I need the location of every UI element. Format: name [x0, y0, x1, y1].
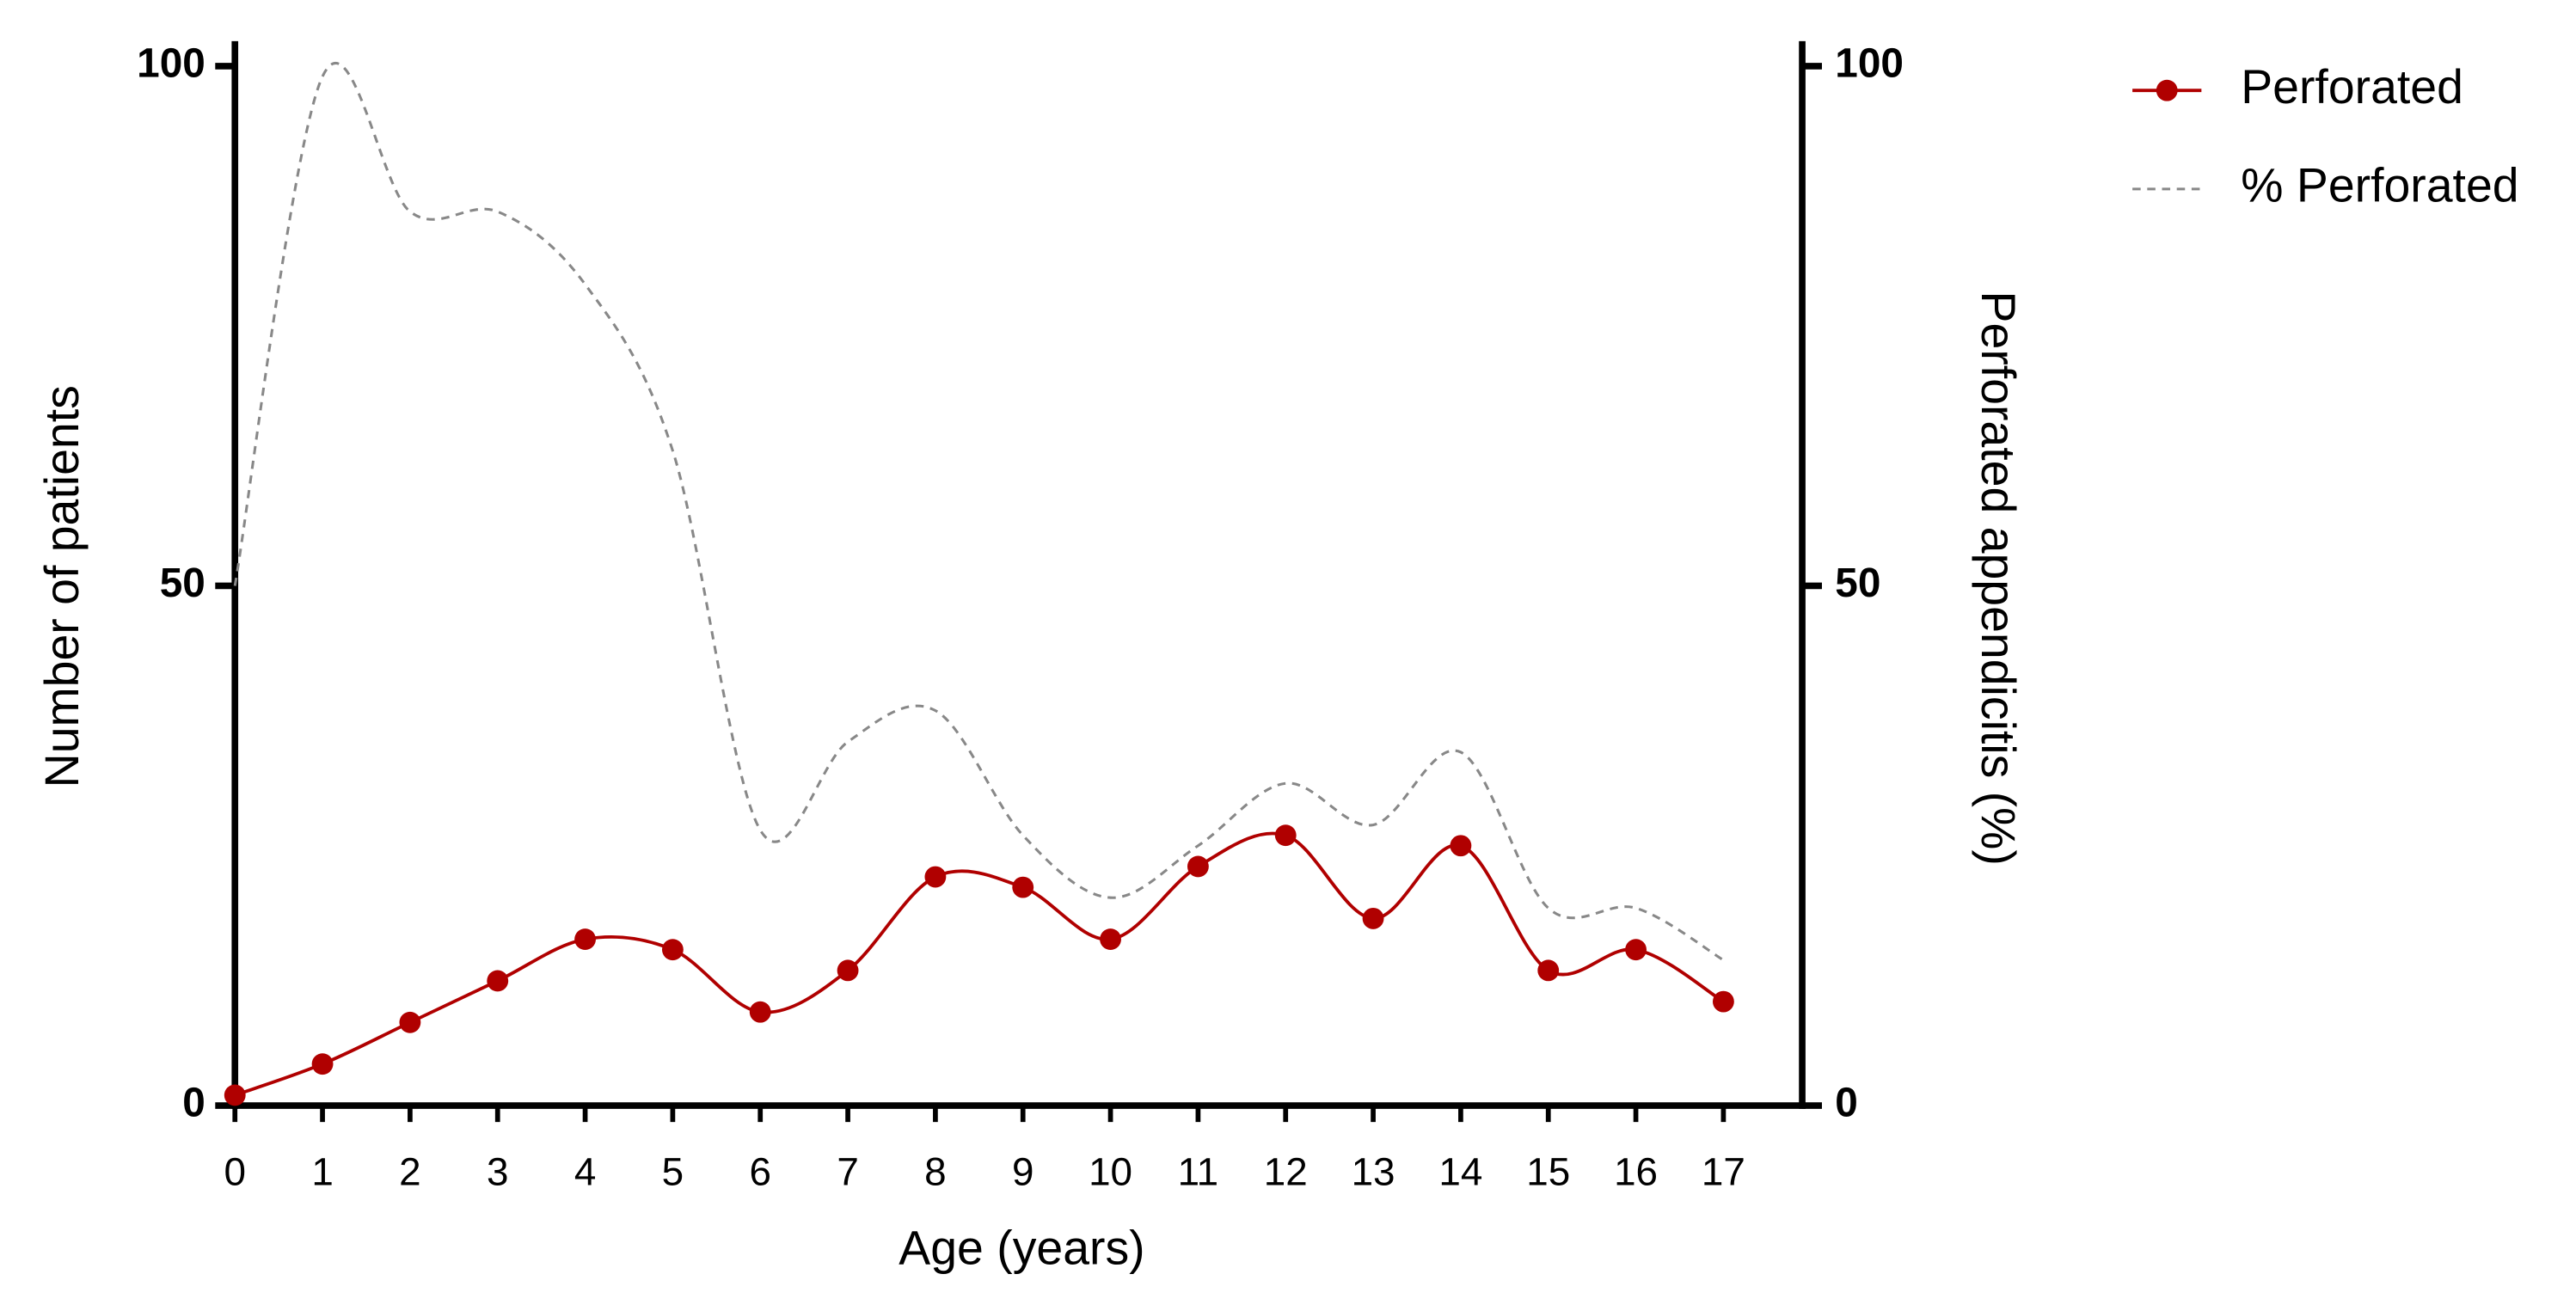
x-tick-label: 2 [399, 1149, 421, 1193]
y-tick-label: 100 [137, 41, 205, 87]
data-point [311, 1053, 334, 1075]
x-tick-label: 4 [574, 1149, 597, 1193]
x-tick-label: 13 [1352, 1149, 1395, 1193]
data-point [1012, 876, 1034, 898]
x-tick-label: 7 [837, 1149, 858, 1193]
data-point [574, 928, 596, 950]
data-point [837, 959, 859, 982]
x-tick-label: 14 [1438, 1149, 1482, 1193]
data-point [661, 939, 684, 961]
data-point [1537, 959, 1560, 982]
x-tick-label: 12 [1264, 1149, 1308, 1193]
y-axis-label: Number of patients [35, 385, 89, 787]
data-point [1450, 835, 1472, 857]
y-tick-label: 0 [182, 1081, 205, 1126]
data-point [1187, 855, 1209, 878]
x-tick-label: 1 [311, 1149, 334, 1193]
legend-label: Perforated [2241, 60, 2463, 113]
x-tick-label: 10 [1089, 1149, 1132, 1193]
data-point [1100, 928, 1121, 950]
x-tick-label: 0 [224, 1149, 246, 1193]
x-tick-label: 15 [1526, 1149, 1570, 1193]
x-tick-label: 16 [1614, 1149, 1658, 1193]
y2-tick-label: 100 [1835, 41, 1904, 87]
data-point [1362, 907, 1384, 929]
data-point [224, 1084, 246, 1106]
series-line [233, 62, 1725, 962]
data-point [399, 1011, 421, 1033]
x-tick-label: 6 [749, 1149, 771, 1193]
x-tick-label: 5 [662, 1149, 684, 1193]
y2-tick-label: 50 [1835, 561, 1880, 606]
x-tick-label: 3 [487, 1149, 509, 1193]
x-tick-label: 17 [1702, 1149, 1745, 1193]
x-axis-label: Age (years) [899, 1222, 1144, 1275]
x-tick-label: 11 [1178, 1149, 1219, 1193]
x-tick-label: 8 [924, 1149, 947, 1193]
x-tick-label: 9 [1012, 1149, 1033, 1193]
data-point [1274, 824, 1297, 847]
legend-label: % Perforated [2241, 158, 2518, 211]
data-point [924, 866, 947, 888]
series-line [234, 831, 1725, 1097]
y2-tick-label: 0 [1835, 1081, 1858, 1126]
data-point [749, 1001, 771, 1023]
data-point [1712, 990, 1734, 1013]
legend-marker [2156, 79, 2178, 101]
data-point [1625, 939, 1647, 961]
y2-axis-label: Perforated appendicitis (%) [1972, 291, 2025, 866]
data-point [487, 970, 509, 992]
y-tick-label: 50 [160, 561, 205, 606]
